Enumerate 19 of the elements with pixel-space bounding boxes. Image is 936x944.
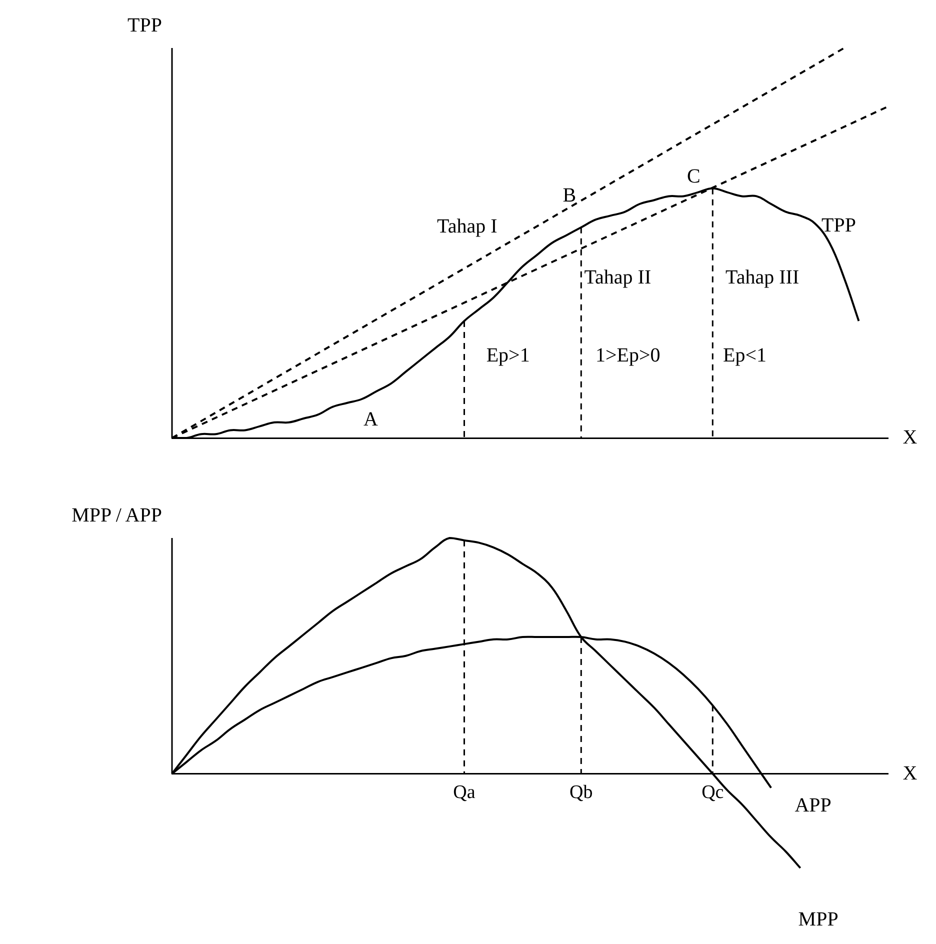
annotation: Ep>1 [486, 344, 530, 368]
y-axis-title: MPP / APP [72, 504, 162, 528]
series-label: TPP [822, 214, 856, 238]
x-tick-label: Qc [702, 782, 724, 804]
x-axis-title: X [902, 426, 918, 450]
x-tick-label: Qb [570, 782, 593, 804]
series-label: APP [794, 794, 832, 818]
annotation: Tahap I [437, 216, 498, 239]
annotation: C [686, 165, 700, 188]
annotation: 1>Ep>0 [596, 344, 660, 368]
annotation: Tahap III [726, 266, 800, 290]
annotation: B [562, 184, 576, 208]
text: MPP [798, 908, 838, 932]
x-tick-label: Qa [453, 782, 476, 804]
x-axis-title: X [902, 762, 918, 786]
y-axis-title: TPP [128, 14, 162, 38]
annotation: Ep<1 [723, 344, 767, 368]
annotation: Tahap II [584, 266, 652, 290]
annotation: A [363, 408, 378, 432]
